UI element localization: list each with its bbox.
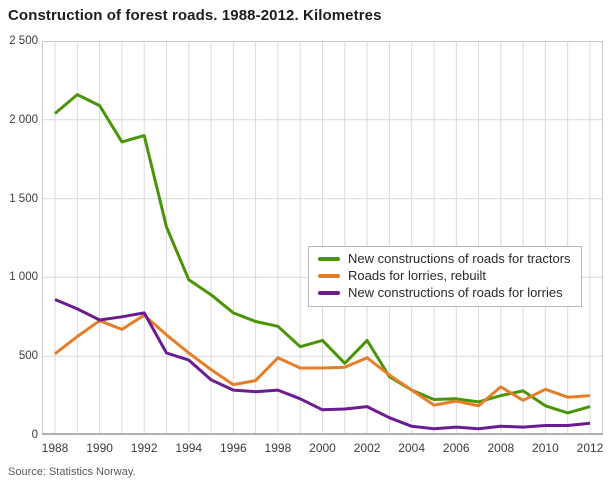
x-axis-label: 1996 (219, 441, 247, 455)
legend-item-lorries-new: New constructions of roads for lorries (318, 284, 571, 301)
x-axis-label: 2004 (398, 441, 425, 455)
legend-label: New constructions of roads for tractors (348, 251, 571, 266)
legend-swatch (318, 273, 340, 278)
x-axis-label: 2006 (442, 441, 470, 455)
x-axis-label: 1994 (175, 441, 203, 455)
x-axis-label: 2002 (353, 441, 381, 455)
legend-label: New constructions of roads for lorries (348, 285, 563, 300)
chart-title: Construction of forest roads. 1988-2012.… (8, 7, 382, 24)
legend-label: Roads for lorries, rebuilt (348, 268, 486, 283)
x-axis-label: 1998 (264, 441, 292, 455)
x-axis-label: 2008 (487, 441, 515, 455)
legend-item-tractors: New constructions of roads for tractors (318, 250, 571, 267)
source-note: Source: Statistics Norway. (8, 466, 136, 478)
legend-item-lorries-rebuilt: Roads for lorries, rebuilt (318, 267, 571, 284)
legend: New constructions of roads for tractors … (308, 246, 582, 307)
x-axis-label: 2000 (309, 441, 336, 455)
x-axis-label: 1988 (41, 441, 69, 455)
x-axis-label: 2010 (532, 441, 559, 455)
legend-swatch (318, 290, 340, 295)
x-axis-label: 1992 (130, 441, 158, 455)
x-axis-label: 2012 (576, 441, 604, 455)
line-chart (42, 41, 603, 435)
legend-swatch (318, 256, 340, 261)
x-axis-label: 1990 (86, 441, 113, 455)
